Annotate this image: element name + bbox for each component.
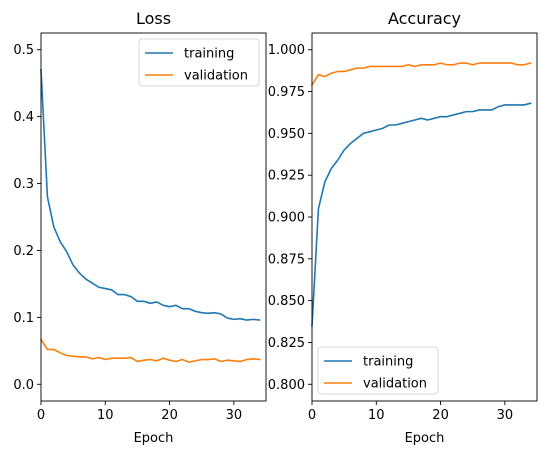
x-tick-label: 10 [97,408,114,423]
x-tick-label: 30 [226,408,243,423]
y-tick-label: 0.3 [13,177,34,192]
series-line-validation [310,62,532,86]
y-tick-label: 0.800 [268,378,305,393]
legend: training validation [317,346,439,395]
y-tick-label: 0.900 [268,211,305,226]
x-tick-label: 0 [308,408,316,423]
y-tick-label: 0.850 [268,294,305,309]
y-tick-label: 0.950 [268,127,305,142]
x-axis-label: Epoch [405,431,445,446]
y-tick-label: 0.0 [13,378,34,393]
chart-title: Loss [136,9,171,28]
y-tick-label: 0.4 [13,110,34,125]
series-line-training [40,68,261,321]
legend: training validation [138,38,260,87]
y-tick-label: 0.925 [268,169,305,184]
x-tick-label: 30 [497,408,514,423]
accuracy-panel: 0 10 20 30 0.800 0.825 0.850 0.875 0.900 0.925 0.9… [268,9,538,446]
axes-frame [40,32,267,402]
series-line-training [311,102,532,327]
x-axis-label: Epoch [134,431,174,446]
legend-label-training: training [363,355,413,370]
x-tick-label: 0 [37,408,45,423]
x-tick-label: 20 [161,408,178,423]
y-tick-label: 0.975 [268,85,305,100]
legend-label-validation: validation [363,377,427,392]
y-tick-label: 0.825 [268,336,305,351]
y-tick-label: 1.000 [268,43,305,58]
y-tick-label: 0.875 [268,252,305,267]
x-tick-label: 20 [432,408,449,423]
y-tick-label: 0.1 [13,311,34,326]
chart-title: Accuracy [388,9,461,28]
y-tick-label: 0.2 [13,244,34,259]
loss-panel: 0 10 20 30 0.0 0.1 0.2 0.3 0.4 0.5 Loss Epoch traini… [13,9,267,446]
series-line-validation [39,338,261,363]
legend-label-validation: validation [184,69,248,84]
x-tick-label: 10 [368,408,385,423]
y-tick-label: 0.5 [13,43,34,58]
legend-label-training: training [184,47,234,62]
